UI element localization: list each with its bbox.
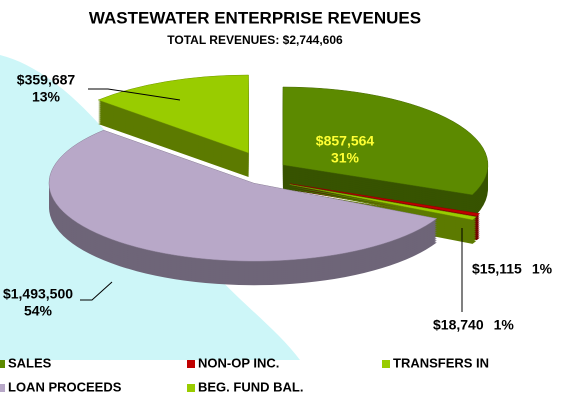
percent-label: 13% bbox=[32, 89, 61, 105]
slice-side bbox=[289, 188, 477, 224]
percent-label: 54% bbox=[24, 303, 53, 319]
value-label: $15,115 bbox=[472, 261, 522, 277]
slice-side bbox=[289, 186, 477, 222]
value-label: $857,564 bbox=[316, 133, 375, 149]
leader-line bbox=[80, 281, 113, 301]
chart-title: WASTEWATER ENTERPRISE REVENUES bbox=[89, 8, 421, 27]
legend-swatch bbox=[187, 384, 195, 392]
legend-swatch bbox=[0, 384, 5, 392]
legend-label: TRANSFERS IN bbox=[393, 355, 489, 370]
legend-swatch bbox=[382, 360, 390, 368]
legend-swatch bbox=[0, 360, 5, 368]
slice bbox=[97, 74, 249, 154]
value-label: $18,740 bbox=[433, 317, 484, 333]
legend-label: LOAN PROCEEDS bbox=[8, 379, 122, 394]
legend-swatch bbox=[187, 360, 195, 368]
legend-label: NON-OP INC. bbox=[198, 355, 279, 370]
value-label: $359,687 bbox=[17, 72, 76, 88]
slice bbox=[289, 184, 477, 221]
legend-label: BEG. FUND BAL. bbox=[198, 379, 303, 394]
slice bbox=[48, 129, 438, 262]
percent-label: 1% bbox=[532, 261, 553, 277]
pie bbox=[48, 74, 489, 286]
chart-subtitle: TOTAL REVENUES: $2,744,606 bbox=[167, 33, 343, 47]
percent-label: 1% bbox=[494, 317, 515, 333]
slice bbox=[282, 86, 489, 196]
percent-label: 31% bbox=[331, 150, 360, 166]
leader-line bbox=[88, 88, 181, 101]
legend: SALES NON-OP INC. TRANSFERS IN LOAN PROCEED… bbox=[0, 355, 489, 394]
legend-label: SALES bbox=[8, 355, 52, 370]
value-label: $1,493,500 bbox=[3, 286, 73, 302]
slice bbox=[290, 183, 481, 217]
